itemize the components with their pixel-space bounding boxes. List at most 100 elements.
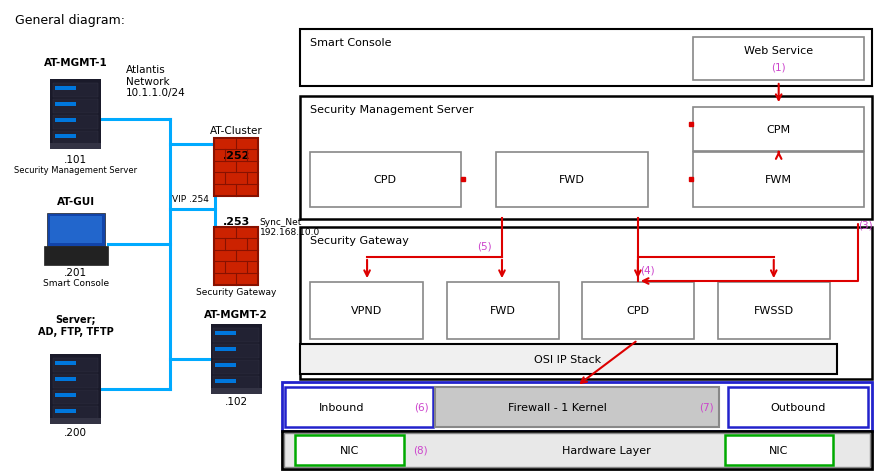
Text: Web Service: Web Service: [744, 46, 813, 56]
Text: (1): (1): [772, 62, 786, 72]
Bar: [285, 433, 870, 467]
Text: Security Gateway: Security Gateway: [310, 236, 409, 246]
Bar: [50, 418, 102, 424]
Bar: [214, 328, 258, 342]
Text: Smart Console: Smart Console: [43, 278, 109, 288]
Bar: [215, 363, 237, 367]
Bar: [693, 108, 865, 152]
Bar: [50, 80, 102, 149]
Bar: [53, 374, 98, 388]
Text: (8): (8): [413, 445, 428, 455]
Bar: [50, 144, 102, 149]
Text: Server;
AD, FTP, TFTP: Server; AD, FTP, TFTP: [38, 314, 114, 336]
Bar: [210, 388, 262, 394]
Text: Hardware Layer: Hardware Layer: [562, 445, 651, 455]
Text: CPM: CPM: [766, 125, 791, 135]
Bar: [55, 393, 75, 397]
Bar: [295, 435, 404, 465]
Bar: [53, 406, 98, 420]
Bar: [215, 331, 237, 335]
Bar: [300, 97, 872, 219]
Bar: [55, 135, 75, 139]
Bar: [729, 387, 868, 427]
Bar: [215, 228, 258, 286]
Bar: [447, 282, 559, 339]
Bar: [693, 153, 865, 208]
Bar: [53, 84, 98, 98]
Text: Security Management Server: Security Management Server: [14, 166, 138, 175]
Bar: [282, 431, 872, 469]
Bar: [50, 217, 102, 244]
Bar: [300, 344, 837, 374]
Bar: [55, 409, 75, 413]
Text: (6): (6): [414, 402, 428, 412]
Bar: [53, 358, 98, 372]
Text: NIC: NIC: [340, 445, 359, 455]
Bar: [300, 30, 872, 87]
Text: FWD: FWD: [559, 175, 585, 185]
Text: AT-Cluster: AT-Cluster: [209, 126, 263, 136]
Bar: [214, 376, 258, 390]
Text: .253: .253: [223, 217, 250, 227]
Bar: [55, 377, 75, 381]
Bar: [44, 247, 108, 266]
Bar: [215, 139, 258, 197]
Bar: [210, 324, 262, 394]
Text: .252: .252: [223, 151, 250, 161]
Bar: [310, 153, 461, 208]
Bar: [47, 214, 105, 247]
Text: .200: .200: [64, 427, 87, 437]
Text: VIP .254: VIP .254: [172, 195, 209, 204]
Text: OSI IP Stack: OSI IP Stack: [534, 354, 602, 364]
Text: NIC: NIC: [769, 445, 788, 455]
Text: (4): (4): [639, 266, 654, 276]
Text: Inbound: Inbound: [319, 402, 364, 412]
Text: Firewall - 1 Kernel: Firewall - 1 Kernel: [508, 402, 606, 412]
Text: (5): (5): [477, 241, 492, 251]
Text: VPND: VPND: [350, 306, 382, 315]
Text: Sync_Net
192.168.10.0: Sync_Net 192.168.10.0: [260, 218, 320, 237]
Text: FWD: FWD: [490, 306, 516, 315]
Text: Smart Console: Smart Console: [310, 38, 392, 48]
Text: CPD: CPD: [373, 175, 396, 185]
Text: .101: .101: [64, 155, 88, 165]
Bar: [55, 119, 75, 123]
Bar: [214, 360, 258, 374]
Bar: [582, 282, 694, 339]
Text: FWSSD: FWSSD: [753, 306, 794, 315]
Bar: [53, 116, 98, 130]
Bar: [286, 387, 433, 427]
Text: AT-MGMT-2: AT-MGMT-2: [204, 309, 268, 319]
Text: General diagram:: General diagram:: [15, 14, 124, 27]
Text: Outbound: Outbound: [771, 402, 826, 412]
Bar: [435, 387, 718, 427]
Text: Atlantis
Network
10.1.1.0/24: Atlantis Network 10.1.1.0/24: [126, 65, 186, 98]
Bar: [310, 282, 423, 339]
Bar: [215, 379, 237, 383]
Bar: [50, 354, 102, 424]
Bar: [215, 347, 237, 351]
Bar: [53, 132, 98, 146]
Text: AT-MGMT-1: AT-MGMT-1: [44, 58, 108, 68]
Text: Security Management Server: Security Management Server: [310, 105, 473, 115]
Text: (3): (3): [858, 220, 873, 230]
Bar: [55, 103, 75, 107]
Bar: [496, 153, 647, 208]
Bar: [214, 344, 258, 358]
Bar: [53, 100, 98, 114]
Bar: [300, 228, 872, 379]
Text: Security Gateway: Security Gateway: [196, 288, 276, 297]
Text: .102: .102: [224, 396, 248, 406]
Bar: [55, 361, 75, 365]
Bar: [724, 435, 833, 465]
Text: .201: .201: [64, 268, 88, 278]
Text: FWM: FWM: [765, 175, 792, 185]
Text: AT-GUI: AT-GUI: [57, 197, 95, 207]
Bar: [693, 38, 865, 81]
Text: (7): (7): [699, 402, 714, 412]
Bar: [53, 390, 98, 404]
Bar: [282, 382, 872, 431]
Bar: [717, 282, 830, 339]
Bar: [55, 87, 75, 91]
Text: CPD: CPD: [626, 306, 649, 315]
